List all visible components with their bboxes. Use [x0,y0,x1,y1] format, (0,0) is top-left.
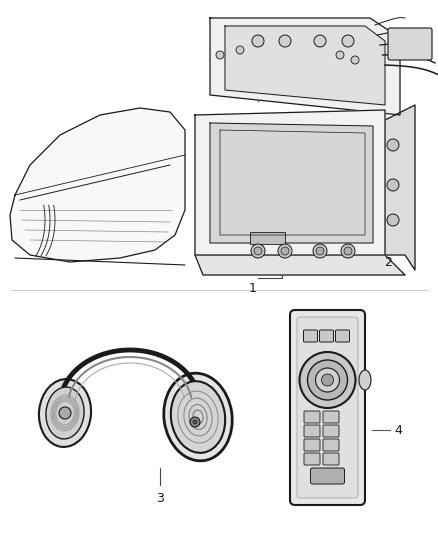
Circle shape [341,244,355,258]
Circle shape [342,35,354,47]
Polygon shape [210,18,400,115]
Circle shape [315,368,339,392]
Ellipse shape [46,387,84,439]
Circle shape [252,35,264,47]
Circle shape [387,139,399,151]
Circle shape [351,56,359,64]
Circle shape [193,420,197,424]
Circle shape [278,244,292,258]
Polygon shape [225,26,385,105]
FancyBboxPatch shape [336,330,350,342]
Text: 3: 3 [156,492,164,505]
FancyBboxPatch shape [304,439,320,451]
Text: 2: 2 [384,255,392,269]
FancyBboxPatch shape [323,425,339,437]
FancyBboxPatch shape [304,411,320,423]
Ellipse shape [359,370,371,390]
Circle shape [344,247,352,255]
Circle shape [190,417,200,427]
Circle shape [336,51,344,59]
Circle shape [236,46,244,54]
Ellipse shape [164,373,232,461]
Polygon shape [210,123,373,243]
Circle shape [300,352,356,408]
FancyBboxPatch shape [297,317,358,498]
FancyBboxPatch shape [311,468,345,484]
Circle shape [316,247,324,255]
Circle shape [216,51,224,59]
Bar [250,232,285,244]
Circle shape [314,35,326,47]
Polygon shape [385,105,415,270]
Circle shape [281,247,289,255]
Text: 4: 4 [394,424,402,437]
Circle shape [321,374,333,386]
FancyBboxPatch shape [304,330,318,342]
Ellipse shape [171,381,225,453]
Text: 1: 1 [249,282,257,295]
Polygon shape [195,255,405,275]
Polygon shape [10,108,185,262]
Circle shape [254,247,262,255]
FancyBboxPatch shape [388,28,432,60]
Circle shape [313,244,327,258]
Circle shape [59,407,71,419]
FancyBboxPatch shape [323,439,339,451]
Circle shape [387,214,399,226]
Ellipse shape [39,379,91,447]
Polygon shape [195,110,385,255]
FancyBboxPatch shape [323,411,339,423]
FancyBboxPatch shape [304,425,320,437]
Circle shape [251,244,265,258]
Circle shape [307,360,347,400]
FancyBboxPatch shape [319,330,333,342]
Circle shape [279,35,291,47]
FancyBboxPatch shape [290,310,365,505]
FancyBboxPatch shape [323,453,339,465]
FancyBboxPatch shape [304,453,320,465]
Circle shape [387,179,399,191]
